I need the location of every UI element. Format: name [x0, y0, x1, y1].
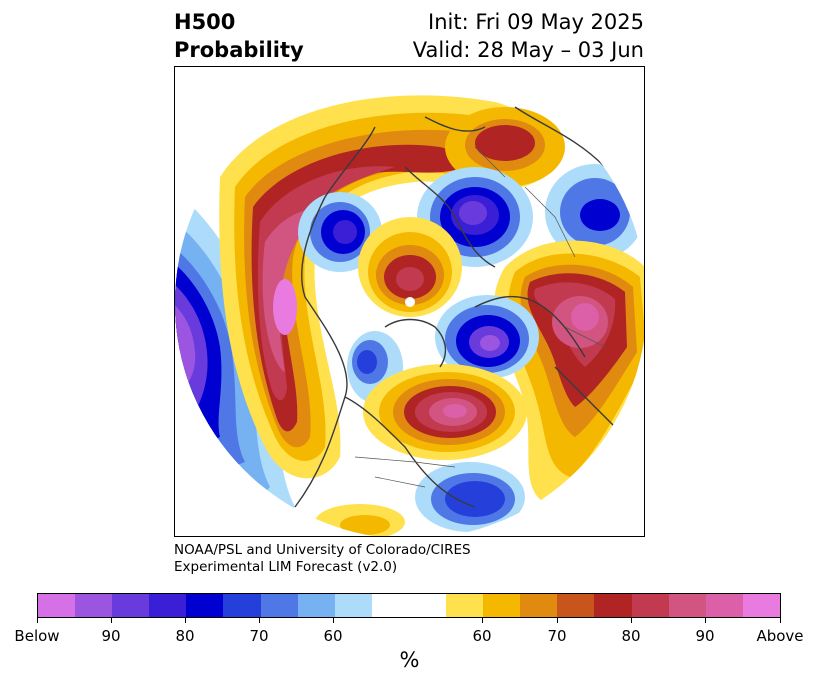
colorbar-segment	[75, 594, 113, 617]
north-pole-marker	[405, 297, 415, 307]
colorbar-segment	[520, 594, 558, 617]
colorbar-segment	[334, 594, 372, 617]
colorbar-ticks: Below 90 80 70 60 60 70 80 90 Above	[0, 618, 819, 648]
colorbar-segment	[112, 594, 150, 617]
title-left: H500 Probability	[174, 8, 304, 64]
tick-mark	[780, 618, 781, 623]
tick-mark	[111, 618, 112, 623]
credit-text: NOAA/PSL and University of Colorado/CIRE…	[174, 542, 471, 576]
colorbar-segment	[446, 594, 484, 617]
colorbar-segment	[260, 594, 298, 617]
title-right: Init: Fri 09 May 2025 Valid: 28 May – 03…	[413, 8, 644, 64]
title-variable: H500	[174, 10, 236, 34]
probability-map	[175, 67, 644, 536]
coastlines	[294, 106, 644, 508]
title-metric: Probability	[174, 38, 304, 62]
colorbar-segment	[38, 594, 76, 617]
tick-mark	[557, 618, 558, 623]
colorbar-segment	[742, 594, 780, 617]
colorbar-segment	[297, 594, 335, 617]
colorbar	[37, 593, 781, 618]
country-borders	[354, 146, 606, 488]
tick-label-below-70: 70	[249, 627, 269, 645]
tick-label-above-60: 60	[472, 627, 492, 645]
map-panel	[174, 66, 645, 537]
tick-mark	[37, 618, 38, 623]
colorbar-segment	[483, 594, 521, 617]
tick-label-below: Below	[14, 627, 60, 645]
colorbar-segment	[705, 594, 743, 617]
tick-mark	[333, 618, 334, 623]
tick-label-above: Above	[756, 627, 804, 645]
colorbar-segment	[594, 594, 632, 617]
tick-mark	[482, 618, 483, 623]
credit-line-1: NOAA/PSL and University of Colorado/CIRE…	[174, 542, 471, 558]
anomaly-east-us-above	[363, 364, 527, 460]
colorbar-segment	[223, 594, 261, 617]
tick-mark	[185, 618, 186, 623]
colorbar-segment	[668, 594, 706, 617]
tick-label-above-70: 70	[547, 627, 567, 645]
colorbar-segment	[149, 594, 187, 617]
tick-mark	[631, 618, 632, 623]
anomaly-atlantic-below	[435, 295, 539, 379]
tick-label-above-80: 80	[621, 627, 641, 645]
colorbar-segment	[371, 594, 447, 617]
tick-label-below-80: 80	[175, 627, 195, 645]
anomaly-southeast-below	[415, 462, 525, 532]
tick-label-above-90: 90	[695, 627, 715, 645]
credit-line-2: Experimental LIM Forecast (v2.0)	[174, 559, 398, 575]
colorbar-segment	[631, 594, 669, 617]
colorbar-unit: %	[399, 648, 420, 672]
colorbar-segment	[186, 594, 224, 617]
tick-label-below-90: 90	[101, 627, 121, 645]
init-date: Init: Fri 09 May 2025	[428, 10, 644, 34]
valid-range: Valid: 28 May – 03 Jun	[412, 38, 644, 62]
tick-mark	[705, 618, 706, 623]
colorbar-segment	[557, 594, 595, 617]
anomaly-greenland-above	[358, 217, 462, 317]
tick-label-below-60: 60	[323, 627, 343, 645]
tick-mark	[259, 618, 260, 623]
